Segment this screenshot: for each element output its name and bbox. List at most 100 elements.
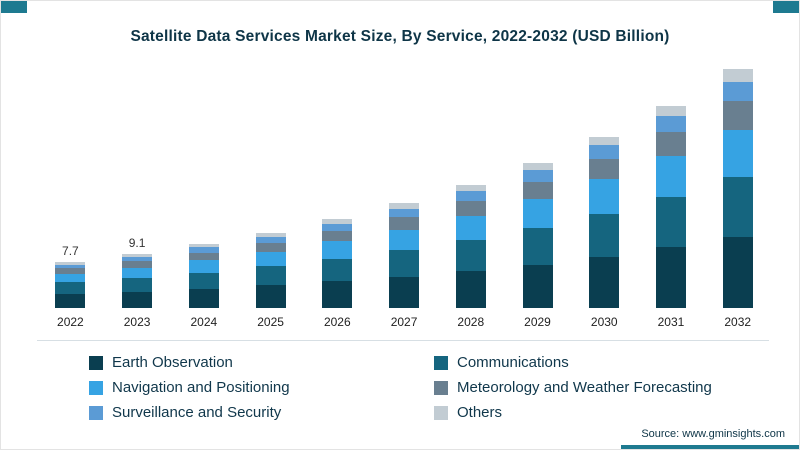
legend-swatch-navigation-and-positioning [89,380,103,395]
bar-segment-others [188,244,219,248]
x-axis: 2022 2023 2024 2025 2026 2027 2028 2029 2030 2031… [37,315,771,329]
bar-segment-surveillance-and-security [188,247,219,253]
bar-segment-meteorology-and-weather-forecasting [322,230,353,242]
bar-segment-navigation-and-positioning [255,251,286,267]
source-prefix: Source: [641,428,680,440]
bar-segment-earth-observation [122,291,153,308]
bar-segment-surveillance-and-security [722,81,753,101]
bar-column [571,119,638,308]
legend-label: Others [457,404,503,421]
x-axis-label: 2030 [590,315,618,329]
legend-label: Surveillance and Security [112,404,282,421]
bar-segment-others [55,262,86,265]
bar-segment-communications [322,259,353,282]
bar-segment-navigation-and-positioning [188,260,219,273]
bottom-accent-bar [621,445,799,449]
x-axis-label: 2031 [657,315,685,329]
bar-segment-earth-observation [55,293,86,308]
bar-segment-communications [522,228,553,265]
bar-segment-meteorology-and-weather-forecasting [255,242,286,252]
bar-total-label: 7.7 [62,244,79,259]
bar-segment-others [255,233,286,237]
legend-swatch-meteorology-and-weather-forecasting [434,380,448,395]
bar-column [638,88,705,308]
bar-segment-meteorology-and-weather-forecasting [188,252,219,261]
bar-segment-surveillance-and-security [322,223,353,231]
bar-segment-navigation-and-positioning [122,267,153,279]
x-axis-label: 2032 [724,315,752,329]
bar-segment-navigation-and-positioning [722,129,753,178]
legend-item-communications: Communications [434,354,799,371]
bar-segment-others [455,184,486,191]
bar-segment-surveillance-and-security [455,190,486,201]
legend-item-others: Others [434,404,799,421]
bar-column [170,226,237,308]
bar-segment-communications [55,282,86,294]
plot-area: 7.7 9.1 [37,58,771,308]
bar-segment-communications [255,266,286,286]
bar-segment-meteorology-and-weather-forecasting [122,261,153,268]
bar-segment-earth-observation [589,256,620,308]
bar-segment-navigation-and-positioning [655,156,686,197]
legend-item-earth-observation: Earth Observation [89,354,434,371]
bar-segment-others [722,69,753,82]
bar-segment-surveillance-and-security [655,115,686,132]
bar-segment-meteorology-and-weather-forecasting [589,158,620,180]
bar-segment-communications [188,272,219,289]
source-label: Source: www.gminsights.com [641,428,785,440]
x-axis-label: 2025 [257,315,284,329]
bar-segment-meteorology-and-weather-forecasting [722,100,753,130]
bar-segment-earth-observation [389,276,420,308]
bar-stack [188,244,219,308]
bar-stack [722,69,753,308]
bar-column: 9.1 [104,236,171,308]
bar-segment-meteorology-and-weather-forecasting [389,217,420,230]
bar-segment-communications [122,278,153,292]
bar-segment-others [389,203,420,209]
bar-column [304,201,371,308]
legend-item-meteorology-and-weather-forecasting: Meteorology and Weather Forecasting [434,379,799,396]
bar-segment-others [655,105,686,116]
bar-column [704,51,771,308]
x-axis-label: 2024 [190,315,218,329]
bar-segment-meteorology-and-weather-forecasting [455,200,486,216]
bar-stack [455,184,486,308]
legend-item-surveillance-and-security: Surveillance and Security [89,404,434,421]
bar-segment-surveillance-and-security [522,169,553,182]
x-axis-label: 2027 [390,315,418,329]
legend-label: Communications [457,354,569,371]
bar-segment-earth-observation [522,264,553,308]
legend-swatch-communications [434,355,448,370]
bar-segment-communications [722,177,753,237]
legend-label: Earth Observation [112,354,233,371]
bar-segment-surveillance-and-security [55,264,86,269]
bar-segment-surveillance-and-security [589,144,620,159]
corner-accent-right [773,1,799,13]
bar-column: 7.7 [37,244,104,308]
corner-accent-left [1,1,27,13]
source-link[interactable]: www.gminsights.com [682,428,785,440]
bar-segment-communications [655,196,686,248]
chart-title: Satellite Data Services Market Size, By … [130,28,670,45]
bar-column [437,167,504,308]
legend-swatch-earth-observation [89,355,103,370]
bar-segment-surveillance-and-security [389,208,420,218]
bar-stack [55,262,86,308]
bar-stack [389,203,420,308]
legend: Earth Observation Communications Navigatio… [1,354,799,421]
bar-segment-communications [455,240,486,272]
bar-segment-navigation-and-positioning [322,241,353,260]
bar-segment-earth-observation [255,285,286,308]
x-axis-label: 2028 [457,315,485,329]
bar-segment-others [589,136,620,145]
bar-segment-navigation-and-positioning [522,199,553,229]
bar-segment-meteorology-and-weather-forecasting [522,181,553,200]
bar-segment-earth-observation [455,271,486,308]
bar-stack [322,219,353,308]
bar-segment-earth-observation [188,289,219,308]
bar-segment-meteorology-and-weather-forecasting [55,268,86,274]
bar-stack [522,162,553,308]
legend-label: Meteorology and Weather Forecasting [457,379,712,396]
bar-segment-earth-observation [722,236,753,308]
bar-stack [122,253,153,308]
